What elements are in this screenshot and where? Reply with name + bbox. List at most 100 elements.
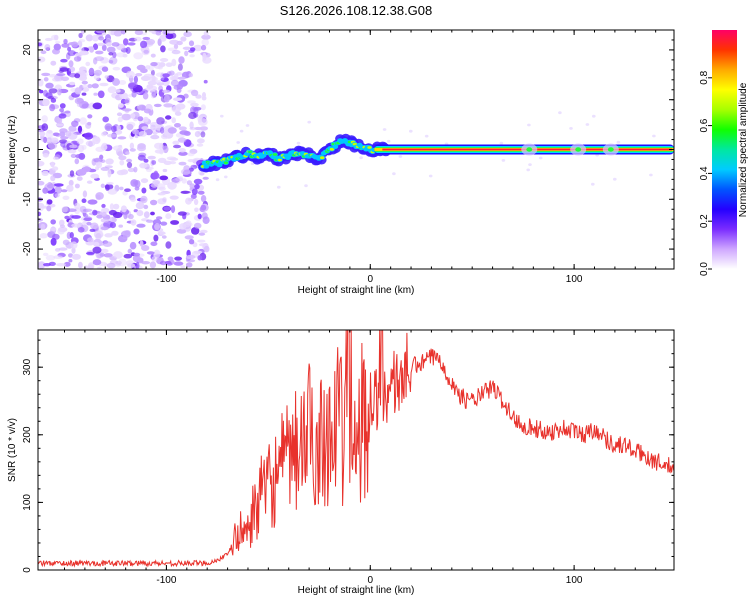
noise-speckle bbox=[125, 70, 135, 79]
noise-speckle bbox=[100, 166, 110, 171]
noise-speckle bbox=[146, 251, 155, 255]
y-tick-label: 0 bbox=[22, 146, 33, 152]
noise-speckle bbox=[43, 77, 49, 82]
noise-speckle bbox=[203, 79, 208, 84]
noise-speckle bbox=[558, 111, 562, 115]
noise-speckle bbox=[296, 141, 301, 145]
noise-speckle bbox=[93, 57, 98, 65]
noise-speckle bbox=[38, 261, 46, 269]
noise-speckle bbox=[141, 261, 151, 265]
noise-speckle bbox=[111, 42, 120, 47]
noise-speckle bbox=[42, 187, 49, 194]
noise-speckle bbox=[126, 123, 134, 131]
signal-track bbox=[198, 133, 674, 173]
noise-speckle bbox=[49, 103, 56, 112]
noise-speckle bbox=[616, 140, 621, 144]
noise-speckle bbox=[152, 179, 161, 185]
noise-speckle bbox=[105, 158, 114, 165]
noise-speckle bbox=[184, 235, 194, 240]
noise-speckle bbox=[167, 127, 177, 134]
noise-speckle bbox=[142, 36, 151, 41]
noise-speckle bbox=[200, 204, 207, 211]
noise-speckle bbox=[60, 136, 69, 140]
noise-speckle bbox=[77, 227, 85, 233]
y-tick-label: -20 bbox=[22, 241, 33, 256]
noise-speckle bbox=[106, 46, 116, 53]
noise-speckle bbox=[163, 206, 171, 211]
noise-speckle bbox=[64, 110, 71, 114]
noise-speckle bbox=[198, 232, 206, 236]
noise-speckle bbox=[66, 184, 74, 192]
noise-speckle bbox=[71, 215, 81, 219]
snr-line bbox=[38, 330, 674, 568]
noise-speckle bbox=[170, 220, 180, 225]
noise-speckle bbox=[88, 67, 95, 76]
noise-speckle bbox=[101, 44, 107, 51]
noise-speckle bbox=[191, 227, 200, 235]
noise-speckle bbox=[92, 259, 102, 266]
noise-speckle bbox=[169, 195, 179, 200]
noise-speckle bbox=[185, 262, 193, 268]
noise-speckle bbox=[177, 76, 186, 80]
noise-speckle bbox=[74, 87, 82, 95]
noise-speckle bbox=[528, 163, 532, 167]
noise-speckle bbox=[98, 211, 103, 217]
noise-speckle bbox=[202, 92, 206, 98]
noise-speckle bbox=[88, 141, 93, 147]
noise-speckle bbox=[197, 138, 205, 144]
noise-speckle bbox=[95, 30, 106, 34]
noise-speckle bbox=[194, 207, 199, 213]
noise-speckle bbox=[195, 94, 202, 99]
noise-speckle bbox=[41, 115, 48, 123]
noise-speckle bbox=[79, 50, 89, 56]
noise-speckle bbox=[125, 151, 130, 155]
noise-speckle bbox=[190, 193, 197, 200]
bottom-x-axis: -100 0 100 bbox=[64, 330, 657, 586]
noise-speckle bbox=[79, 39, 86, 43]
noise-speckle bbox=[193, 178, 203, 185]
noise-speckle bbox=[392, 172, 396, 176]
noise-speckle bbox=[147, 155, 156, 160]
noise-speckle bbox=[60, 58, 68, 63]
noise-speckle bbox=[39, 89, 44, 94]
colorbar-tick-label: 0.6 bbox=[699, 118, 710, 132]
noise-speckle bbox=[81, 144, 87, 150]
y-tick-label: -10 bbox=[22, 192, 33, 207]
noise-speckle bbox=[123, 253, 133, 259]
noise-speckle bbox=[167, 181, 177, 190]
noise-speckle bbox=[142, 92, 149, 100]
noise-speckle bbox=[169, 157, 179, 161]
noise-speckle bbox=[135, 261, 140, 269]
noise-speckle bbox=[48, 88, 58, 94]
noise-speckle bbox=[386, 139, 391, 143]
noise-speckle bbox=[43, 263, 51, 267]
noise-speckle bbox=[170, 205, 176, 214]
noise-speckle bbox=[424, 134, 429, 138]
noise-speckle bbox=[68, 179, 74, 186]
noise-speckle bbox=[154, 222, 161, 231]
y-tick-label: 300 bbox=[22, 358, 33, 375]
noise-speckle bbox=[50, 219, 56, 225]
noise-speckle bbox=[161, 235, 167, 239]
noise-speckle bbox=[585, 123, 590, 126]
noise-speckle bbox=[150, 124, 157, 131]
noise-speckle bbox=[143, 108, 152, 114]
noise-speckle bbox=[176, 228, 187, 234]
noise-speckle bbox=[40, 50, 47, 55]
noise-speckle bbox=[173, 97, 183, 101]
noise-speckle bbox=[569, 126, 573, 130]
noise-speckle bbox=[121, 113, 131, 121]
noise-speckle bbox=[100, 226, 109, 231]
noise-speckle bbox=[133, 228, 140, 235]
noise-speckle bbox=[137, 154, 146, 161]
noise-speckle bbox=[118, 80, 127, 85]
noise-speckle bbox=[157, 192, 166, 196]
noise-speckle bbox=[190, 164, 198, 170]
noise-speckle bbox=[239, 129, 244, 133]
noise-speckle bbox=[277, 185, 281, 189]
noise-speckle bbox=[183, 131, 191, 136]
noise-speckle bbox=[95, 146, 105, 152]
noise-speckle bbox=[382, 128, 387, 131]
noise-speckle bbox=[143, 73, 154, 79]
noise-speckle bbox=[53, 255, 63, 259]
